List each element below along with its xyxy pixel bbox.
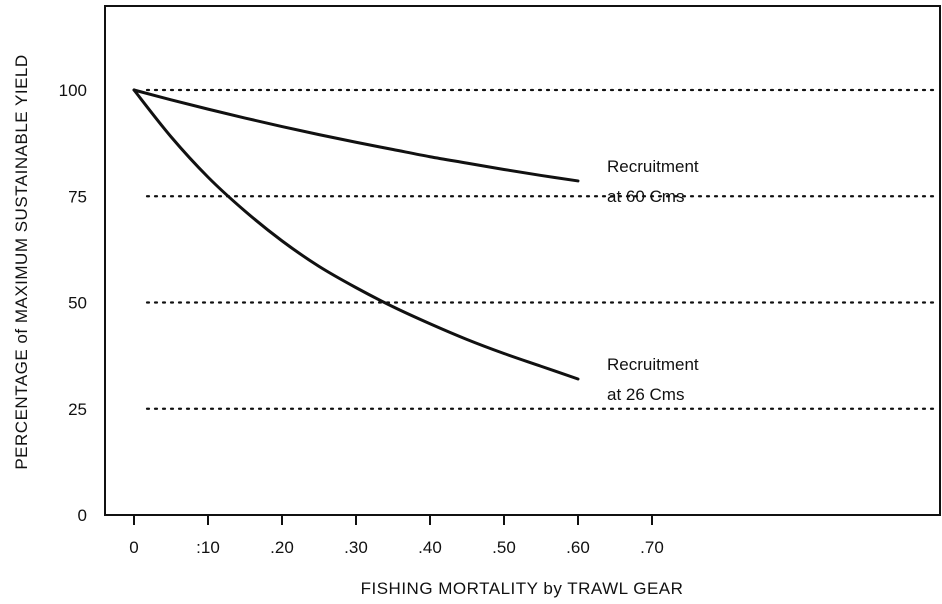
series-line-2: [132, 88, 580, 381]
y-tick-label: 25: [68, 400, 87, 419]
y-axis: 0 25 50 75 100: [59, 81, 87, 525]
x-tick-label: .50: [492, 538, 516, 557]
series-group: [132, 88, 580, 381]
plot-frame: [104, 5, 941, 516]
x-tick-label: .60: [566, 538, 590, 557]
y-axis-title: PERCENTAGE of MAXIMUM SUSTAINABLE YIELD: [12, 54, 31, 469]
y-tick-label: 100: [59, 81, 87, 100]
x-tick-label: .20: [270, 538, 294, 557]
series-label-1-line-2: at 60 Cms: [607, 187, 684, 206]
y-tick-label: 0: [78, 506, 87, 525]
x-tick-label: .70: [640, 538, 664, 557]
x-axis-title: FISHING MORTALITY by TRAWL GEAR: [361, 579, 684, 598]
series-label-1-line-1: Recruitment: [607, 157, 699, 176]
x-axis: 0 :10 .20 .30 .40 .50 .60 .70: [129, 515, 664, 557]
y-tick-label: 75: [68, 187, 87, 206]
x-tick-label: :10: [196, 538, 220, 557]
gridlines: [145, 88, 940, 410]
series-line-1: [132, 88, 580, 183]
x-tick-label: .40: [418, 538, 442, 557]
y-tick-label: 50: [68, 294, 87, 313]
series-label-2-line-2: at 26 Cms: [607, 385, 684, 404]
x-tick-label: .30: [344, 538, 368, 557]
x-tick-label: 0: [129, 538, 138, 557]
series-label-2-line-1: Recruitment: [607, 355, 699, 374]
series-labels: Recruitment at 60 Cms Recruitment at 26 Cms: [607, 157, 699, 404]
